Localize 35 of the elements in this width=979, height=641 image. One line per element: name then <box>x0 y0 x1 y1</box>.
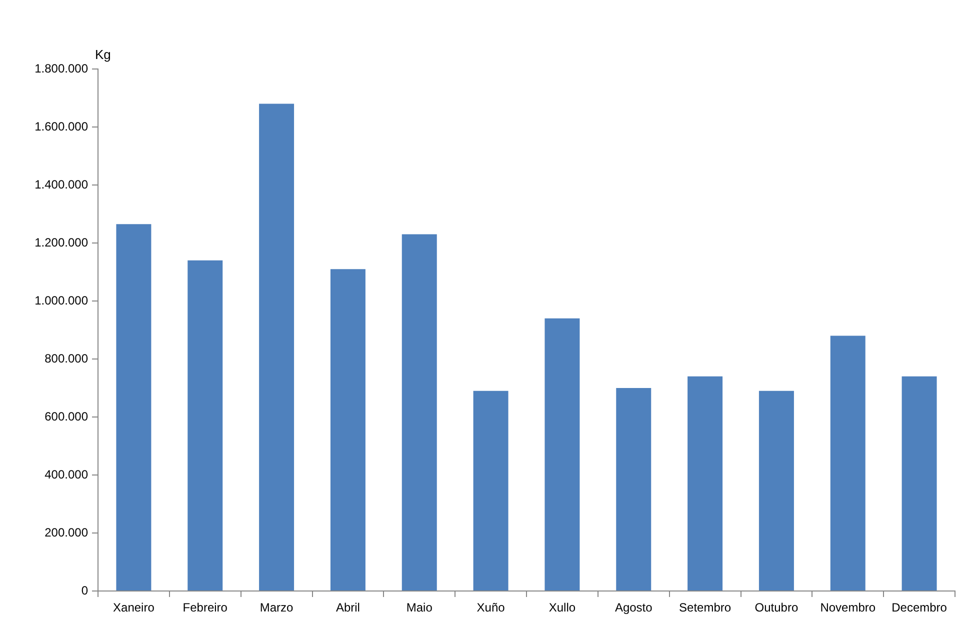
bar <box>188 260 223 590</box>
bar <box>830 336 866 590</box>
y-tick-label: 600.000 <box>44 409 88 424</box>
bar <box>902 376 937 590</box>
x-tick-label: Marzo <box>260 600 294 615</box>
bar <box>544 318 580 590</box>
y-tick-label: 800.000 <box>44 351 88 366</box>
bar <box>402 234 437 590</box>
y-tick-label: 200.000 <box>44 525 88 540</box>
y-tick-label: 400.000 <box>44 467 88 482</box>
bar <box>259 104 294 590</box>
bar <box>116 224 152 590</box>
x-tick-label: Febreiro <box>182 600 228 615</box>
y-tick-label: 1.200.000 <box>34 235 88 250</box>
x-tick-label: Agosto <box>614 600 653 615</box>
y-tick-label: 1.000.000 <box>34 293 88 308</box>
x-tick-label: Xullo <box>548 600 576 615</box>
y-tick-label: 1.400.000 <box>34 177 88 192</box>
x-tick-label: Novembro <box>820 600 876 615</box>
bar <box>758 390 794 590</box>
x-tick-label: Decembro <box>892 600 948 615</box>
y-tick-label: 1.600.000 <box>34 119 88 134</box>
y-axis-title: Kg <box>95 47 111 62</box>
bar <box>688 376 723 590</box>
x-tick-label: Xuño <box>476 600 506 615</box>
y-tick-label: 0 <box>81 583 88 598</box>
bar <box>473 390 508 590</box>
y-tick-label: 1.800.000 <box>34 61 88 76</box>
x-tick-label: Setembro <box>679 600 732 615</box>
x-tick-label: Outubro <box>754 600 798 615</box>
x-tick-label: Abril <box>336 600 360 615</box>
bar <box>616 388 652 590</box>
x-tick-label: Xaneiro <box>113 600 155 615</box>
x-tick-label: Maio <box>406 600 433 615</box>
bar <box>330 269 366 590</box>
